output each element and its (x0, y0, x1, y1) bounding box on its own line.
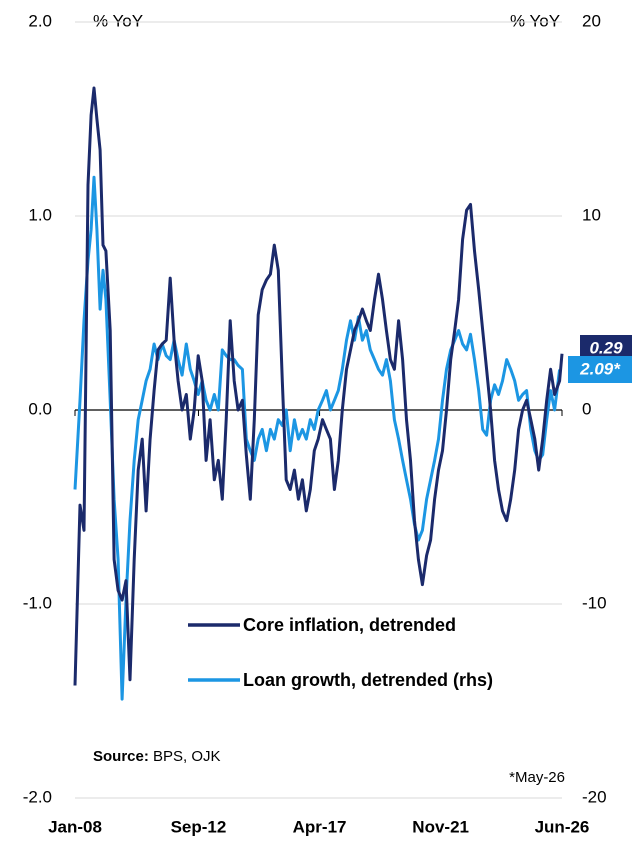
source-text: BPS, OJK (153, 748, 221, 765)
x-tick-label: Jan-08 (48, 817, 102, 836)
y-tick-label: -1.0 (23, 593, 52, 612)
y-axis-label: % YoY (93, 11, 143, 30)
x-tick-label: Jun-26 (535, 817, 590, 836)
x-tick-label: Nov-21 (412, 817, 469, 836)
x-tick-label: Apr-17 (293, 817, 347, 836)
y2-tick-label: 20 (582, 11, 601, 30)
legend-label: Core inflation, detrended (243, 615, 457, 635)
y2-tick-label: -20 (582, 787, 607, 806)
y2-tick-label: 10 (582, 205, 601, 224)
y-tick-label: 0.0 (28, 399, 52, 418)
y-tick-label: 1.0 (28, 205, 52, 224)
end-label: 2.09* (579, 359, 621, 378)
y2-tick-label: 0 (582, 399, 591, 418)
series-line (73, 175, 562, 701)
end-label-box (568, 356, 632, 383)
end-label: 0.29 (589, 338, 623, 357)
source: Source: BPS, OJK (93, 748, 221, 765)
legend-label: Loan growth, detrended (rhs) (243, 670, 493, 690)
y-tick-label: 2.0 (28, 11, 52, 30)
note: *May-26 (509, 769, 565, 786)
y-tick-label: -2.0 (23, 787, 52, 806)
series-line (73, 86, 564, 686)
source-label: Source: (93, 748, 149, 765)
y2-tick-label: -10 (582, 593, 607, 612)
x-tick-label: Sep-12 (171, 817, 227, 836)
y2-axis-label: % YoY (510, 11, 560, 30)
